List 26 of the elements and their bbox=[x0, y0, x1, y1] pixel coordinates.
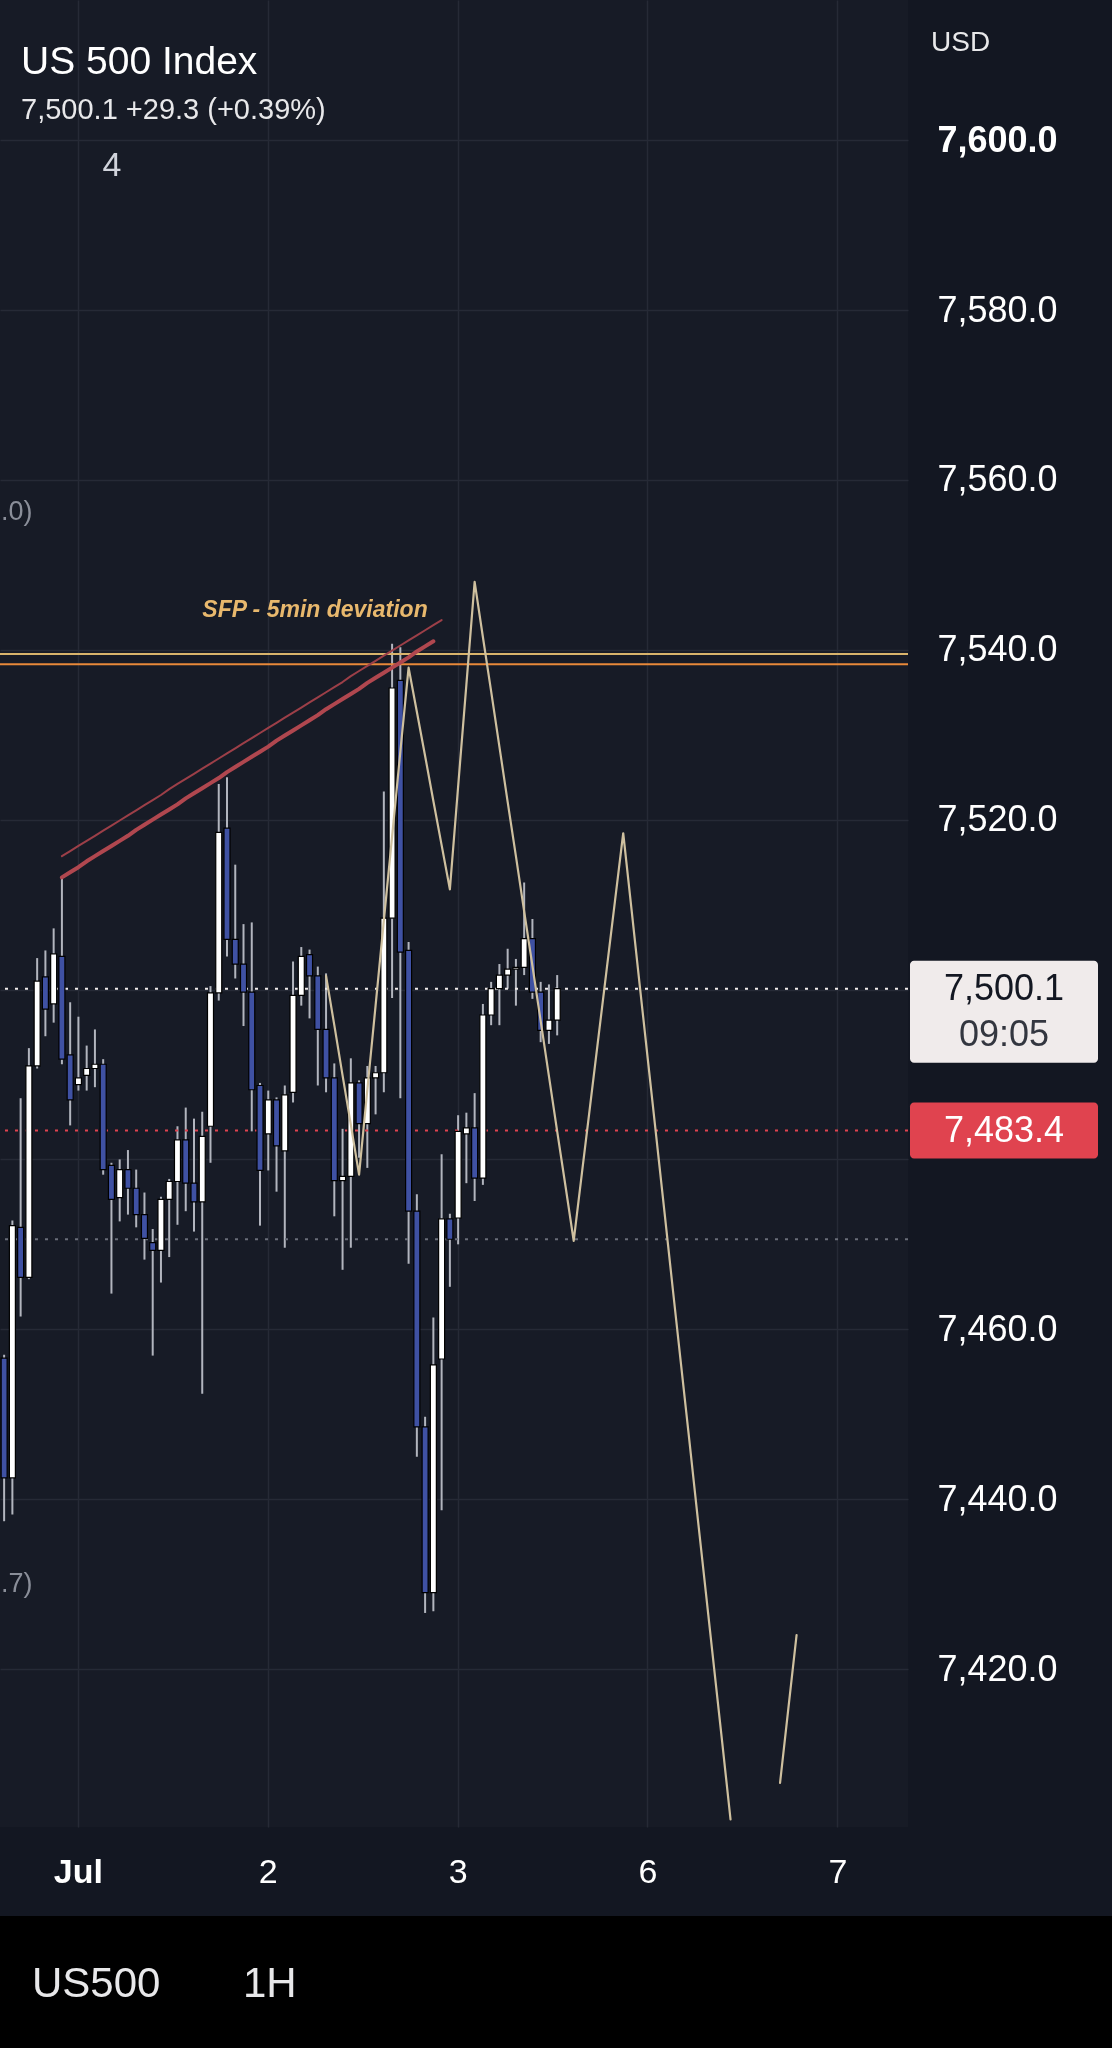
text: 1H bbox=[243, 1959, 297, 2006]
text: US 500 Index bbox=[21, 39, 258, 82]
ref-line-label: 7,483.4 bbox=[943, 1108, 1065, 1150]
x-tick-label: Jul bbox=[53, 1851, 103, 1890]
y-tick-label: 7,540.0 bbox=[937, 628, 1058, 670]
x-tick-label: 6 bbox=[638, 1851, 658, 1890]
text: US500 bbox=[32, 1959, 161, 2006]
annotation: SFP - 5min deviation bbox=[202, 596, 428, 622]
text: 7,500.1 +29.3 (+0.39%) bbox=[21, 93, 326, 125]
text: USD bbox=[931, 26, 991, 57]
annotation: .7) bbox=[1, 1568, 33, 1598]
ref-line-label: 7,500.1 09:05 bbox=[943, 966, 1065, 1054]
y-tick-label: 7,600.0 bbox=[937, 118, 1058, 160]
line-series bbox=[60, 619, 443, 858]
line-series bbox=[59, 639, 436, 880]
y-tick-label: 7,560.0 bbox=[937, 458, 1058, 500]
annotation: 4 bbox=[102, 145, 122, 183]
y-tick-label: 7,520.0 bbox=[937, 798, 1058, 840]
x-tick-label: 7 bbox=[828, 1851, 848, 1890]
y-tick-label: 7,440.0 bbox=[937, 1477, 1058, 1519]
y-tick-label: 7,460.0 bbox=[937, 1307, 1058, 1349]
y-tick-label: 7,580.0 bbox=[937, 288, 1058, 330]
annotation: .0) bbox=[1, 496, 33, 526]
x-tick-label: 2 bbox=[258, 1851, 278, 1890]
y-tick-label: 7,420.0 bbox=[937, 1647, 1058, 1689]
x-tick-label: 3 bbox=[448, 1851, 468, 1890]
